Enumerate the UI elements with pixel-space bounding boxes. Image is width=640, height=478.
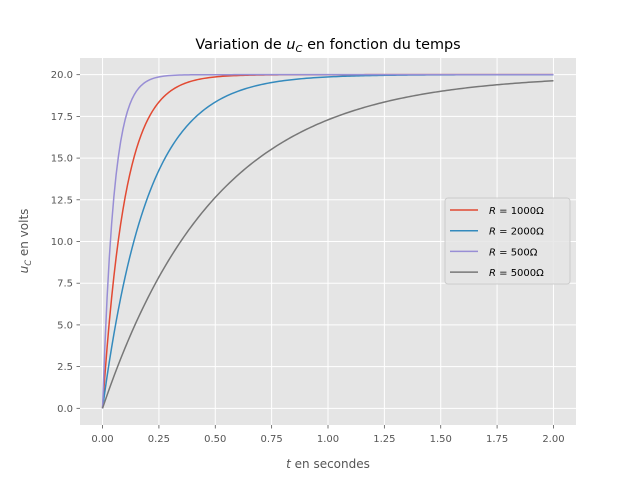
x-tick-label: 0.50 — [204, 434, 226, 445]
y-tick-label: 10.0 — [51, 237, 73, 248]
y-tick-label: 0.0 — [57, 404, 73, 415]
x-tick-label: 2.00 — [542, 434, 564, 445]
x-tick-label: 1.00 — [317, 434, 339, 445]
x-tick-label: 1.75 — [486, 434, 508, 445]
legend-label-5000: R = 5000Ω — [489, 268, 544, 279]
x-axis-title: t en secondes — [286, 457, 370, 471]
x-tick-label: 1.25 — [373, 434, 395, 445]
series-layer — [101, 73, 554, 409]
x-tick-label: 0.25 — [148, 434, 170, 445]
series-line-5000 — [101, 80, 554, 409]
series-line-500 — [101, 73, 554, 409]
y-tick-label: 5.0 — [57, 320, 73, 331]
y-tick-label: 20.0 — [51, 70, 73, 81]
chart-title: Variation de uC en fonction du temps — [195, 37, 460, 55]
y-tick-label: 7.5 — [57, 279, 73, 290]
y-axis: 0.0 2.5 5.0 7.5 10.0 12.5 15.0 17.5 20.0 — [51, 70, 80, 415]
y-tick-label: 15.0 — [51, 154, 73, 165]
x-tick-label: 0.75 — [261, 434, 283, 445]
legend: R = 1000Ω R = 2000Ω R = 500Ω R = 5000Ω — [444, 197, 571, 285]
y-tick-label: 12.5 — [51, 195, 73, 206]
x-tick-label: 0.00 — [91, 434, 113, 445]
x-axis: 0.00 0.25 0.50 0.75 1.00 1.25 1.50 1.75 2.00 — [91, 425, 565, 445]
legend-label-500: R = 500Ω — [489, 247, 538, 258]
y-tick-label: 17.5 — [51, 112, 73, 123]
legend-label-2000: R = 2000Ω — [489, 227, 544, 238]
legend-frame — [444, 197, 571, 285]
y-tick-label: 2.5 — [57, 362, 73, 373]
legend-label-1000: R = 1000Ω — [489, 206, 544, 217]
y-axis-title: uC en volts — [17, 209, 33, 274]
x-tick-label: 1.50 — [430, 434, 452, 445]
